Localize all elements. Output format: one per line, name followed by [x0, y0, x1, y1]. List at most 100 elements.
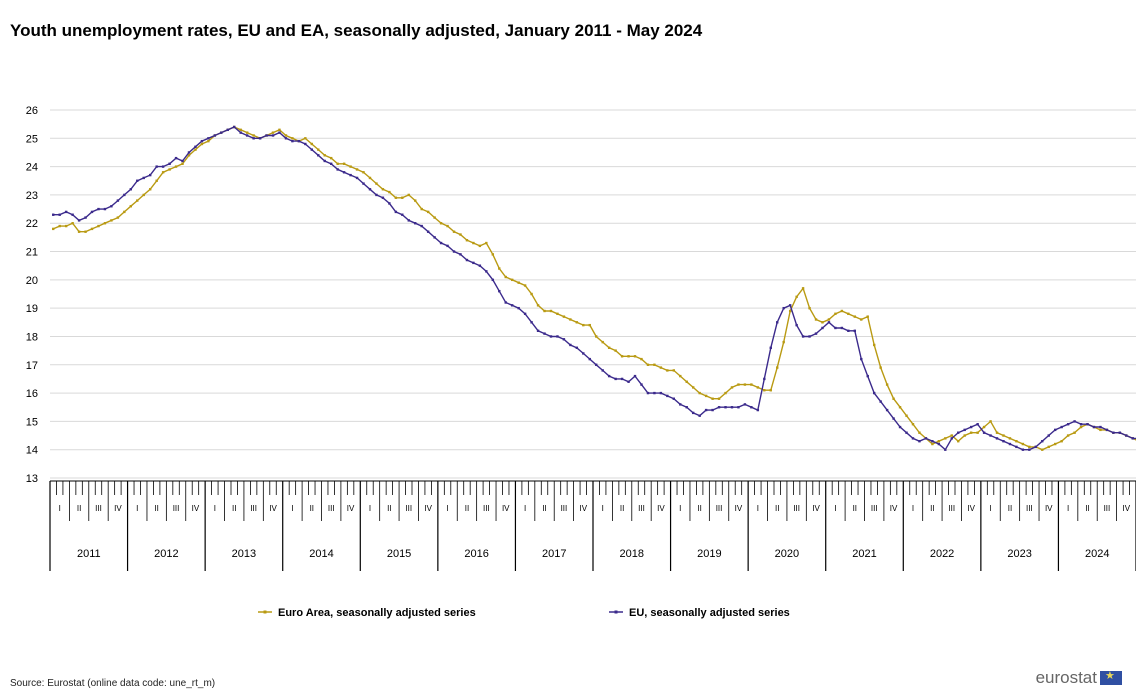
gridlines	[50, 109, 1136, 479]
data-point	[549, 335, 553, 338]
y-tick-label: 19	[26, 303, 38, 315]
data-point	[562, 315, 566, 318]
data-point	[245, 131, 249, 134]
data-point	[549, 309, 553, 313]
data-point	[510, 304, 514, 307]
data-point	[905, 414, 908, 417]
quarter-label: II	[1085, 504, 1089, 513]
data-point	[724, 406, 727, 409]
quarter-label: I	[1067, 504, 1069, 513]
data-point	[788, 309, 792, 313]
year-label: 2011	[77, 548, 101, 560]
data-point	[349, 165, 352, 168]
quarter-label: IV	[580, 504, 588, 513]
eurostat-logo[interactable]: eurostat	[1036, 668, 1122, 688]
data-point	[510, 278, 514, 282]
data-point	[336, 162, 339, 165]
data-point	[207, 139, 210, 143]
data-point	[860, 318, 863, 321]
data-point	[659, 391, 663, 395]
data-point	[543, 332, 546, 335]
data-point	[698, 391, 701, 395]
data-point	[1099, 428, 1102, 432]
data-point	[426, 210, 430, 214]
data-point	[672, 397, 676, 400]
quarter-label: IV	[269, 504, 277, 513]
data-point	[485, 270, 488, 273]
data-point	[452, 230, 456, 233]
data-point	[1034, 445, 1038, 449]
data-point	[52, 213, 55, 216]
data-point	[375, 193, 378, 197]
data-point	[491, 253, 495, 256]
data-point	[271, 134, 275, 137]
data-point	[174, 156, 178, 160]
data-point	[258, 137, 262, 140]
data-point	[872, 343, 876, 347]
source-note: Source: Eurostat (online data code: une_…	[10, 678, 216, 689]
year-label: 2013	[232, 548, 256, 560]
y-tick-label: 21	[26, 247, 38, 259]
data-point	[530, 321, 533, 324]
data-point	[1079, 425, 1083, 429]
quarter-label: II	[620, 504, 624, 513]
data-point	[543, 309, 546, 313]
data-point	[1060, 425, 1063, 429]
y-tick-label: 23	[26, 190, 38, 202]
data-point	[556, 312, 559, 316]
series-line	[52, 126, 1136, 451]
data-point	[71, 213, 74, 216]
data-point	[142, 176, 145, 180]
data-point	[459, 233, 462, 236]
data-point	[472, 261, 475, 265]
data-point	[788, 304, 792, 307]
data-point	[737, 383, 740, 386]
data-point	[414, 222, 417, 225]
data-point	[278, 131, 281, 134]
quarter-label: IV	[812, 504, 820, 513]
data-point	[640, 383, 643, 386]
data-point	[685, 406, 688, 409]
data-point	[239, 131, 242, 134]
data-point	[950, 434, 953, 437]
data-point	[472, 241, 475, 245]
data-point	[1053, 428, 1057, 432]
data-point	[252, 134, 255, 137]
data-point	[136, 179, 139, 182]
legend-label: EU, seasonally adjusted series	[629, 607, 790, 619]
year-label: 2022	[930, 548, 954, 560]
data-point	[685, 380, 688, 383]
data-point	[265, 134, 268, 137]
data-point	[362, 171, 365, 174]
data-point	[517, 306, 520, 310]
data-point	[840, 309, 844, 313]
data-point	[426, 230, 430, 233]
data-point	[226, 128, 229, 132]
data-point	[123, 193, 126, 197]
data-point	[795, 295, 798, 299]
data-point	[77, 230, 81, 233]
quarter-label: IV	[192, 504, 200, 513]
data-point	[381, 196, 385, 199]
data-point	[969, 431, 973, 434]
data-point	[853, 315, 857, 318]
data-point	[310, 148, 314, 151]
data-point	[782, 306, 785, 310]
data-point	[1092, 425, 1096, 429]
data-point	[763, 389, 766, 392]
year-label: 2021	[852, 548, 876, 560]
quarter-label: I	[136, 504, 138, 513]
data-point	[937, 440, 941, 443]
data-point	[556, 335, 559, 338]
quarter-label: II	[775, 504, 779, 513]
data-point	[679, 403, 682, 406]
quarter-label: I	[214, 504, 216, 513]
data-point	[362, 182, 365, 185]
data-point	[129, 205, 133, 208]
data-point	[957, 431, 960, 434]
data-point	[523, 284, 527, 287]
data-point	[323, 159, 326, 163]
data-point	[452, 250, 456, 253]
data-point	[763, 377, 766, 381]
data-point	[885, 408, 889, 412]
